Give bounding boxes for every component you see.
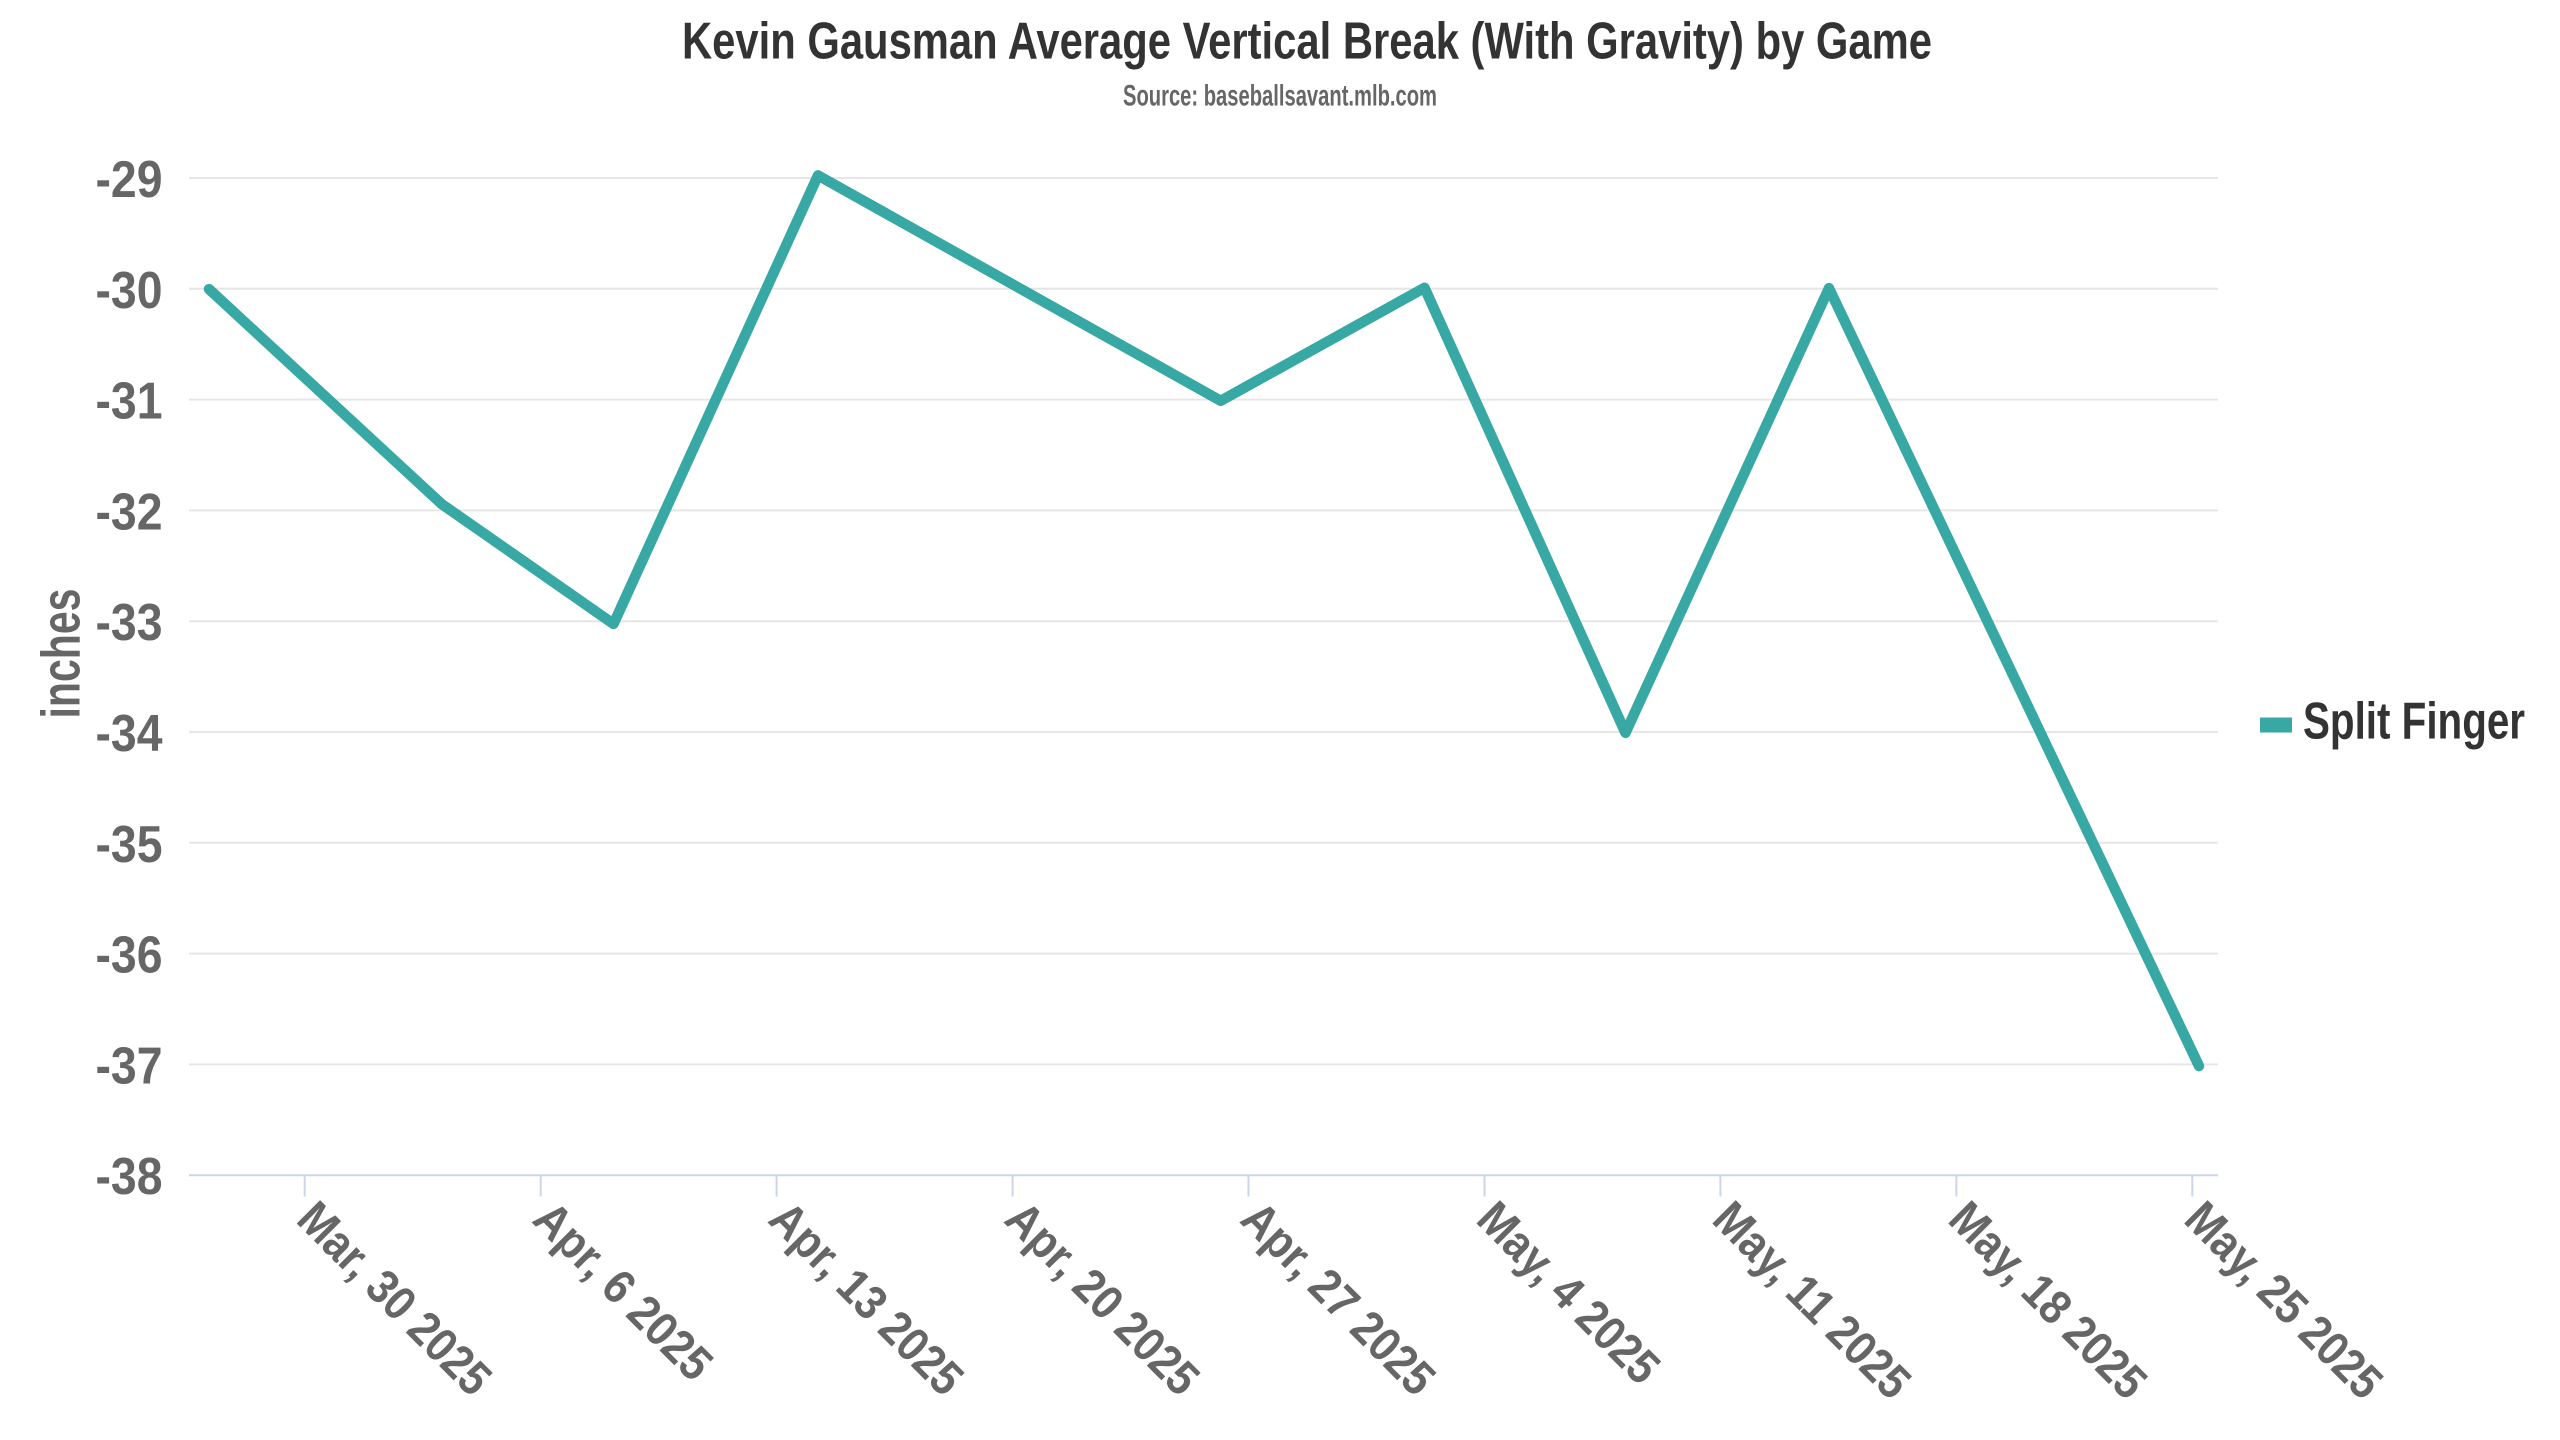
svg-text:Kevin Gausman Average Vertical: Kevin Gausman Average Vertical Break (Wi… xyxy=(682,13,1932,71)
svg-text:-29: -29 xyxy=(96,151,163,209)
svg-text:-38: -38 xyxy=(96,1148,163,1206)
svg-text:-36: -36 xyxy=(96,927,163,985)
svg-text:-34: -34 xyxy=(96,705,163,763)
svg-text:Source: baseballsavant.mlb.com: Source: baseballsavant.mlb.com xyxy=(1123,80,1437,113)
svg-text:-37: -37 xyxy=(96,1037,163,1095)
svg-text:-32: -32 xyxy=(96,483,163,541)
svg-text:-33: -33 xyxy=(96,594,163,652)
svg-text:-30: -30 xyxy=(96,262,163,320)
svg-text:Split Finger: Split Finger xyxy=(2303,693,2525,751)
svg-text:inches: inches xyxy=(30,589,92,719)
svg-text:-31: -31 xyxy=(96,373,163,431)
svg-text:-35: -35 xyxy=(96,816,163,874)
